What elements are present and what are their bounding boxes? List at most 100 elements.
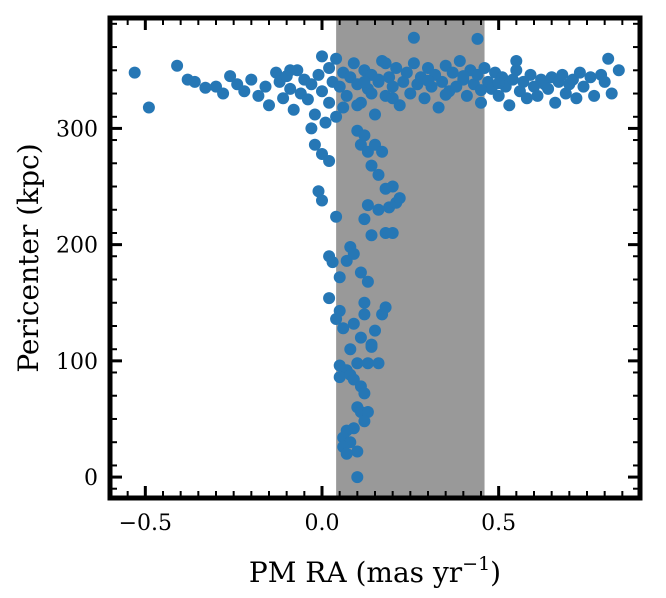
data-point (238, 85, 251, 98)
data-point (559, 87, 572, 100)
data-point (588, 89, 601, 102)
data-point (347, 317, 360, 330)
data-point (404, 87, 417, 100)
data-point (316, 194, 328, 207)
data-point (506, 73, 519, 86)
data-point (605, 87, 618, 100)
data-point (365, 229, 378, 242)
axis-ticks (110, 18, 640, 498)
data-point (372, 203, 385, 216)
data-point (351, 357, 364, 370)
data-point (457, 70, 470, 83)
data-point (263, 99, 275, 112)
x-tick-label: 0.5 (481, 511, 516, 536)
scatter-points (128, 31, 625, 484)
data-point (369, 324, 381, 337)
data-point (323, 292, 336, 305)
data-point (333, 271, 346, 284)
data-point (305, 78, 318, 91)
data-point (330, 313, 343, 325)
data-point (510, 55, 523, 67)
data-point (390, 62, 403, 74)
data-point (224, 70, 237, 83)
data-point (365, 87, 378, 100)
data-point (330, 52, 343, 65)
data-point (372, 357, 385, 370)
data-point (577, 80, 590, 93)
data-point (351, 445, 364, 458)
data-point (372, 73, 385, 86)
data-point (333, 371, 346, 384)
data-point (598, 75, 611, 88)
data-point (252, 89, 265, 102)
data-point (602, 52, 615, 65)
tick-labels: −0.5 0.0 0.5 0 100 200 300 (56, 117, 516, 536)
data-point (510, 64, 523, 77)
data-point (199, 81, 212, 94)
data-point (531, 89, 544, 102)
data-point (365, 159, 378, 172)
data-point (217, 87, 230, 100)
data-point (361, 406, 374, 418)
data-point (460, 89, 473, 102)
data-point (358, 415, 371, 428)
data-point (475, 84, 487, 97)
data-point (330, 110, 343, 123)
data-point (407, 31, 420, 44)
data-point (365, 338, 378, 351)
data-point (361, 275, 374, 288)
data-point (358, 129, 371, 142)
data-point (337, 322, 350, 335)
data-point (446, 66, 459, 79)
data-point (337, 101, 350, 114)
y-axis-label: Pericenter (kpc) (12, 143, 45, 372)
data-point (478, 62, 491, 74)
data-point (323, 155, 336, 167)
data-point (326, 256, 339, 269)
x-tick-label: −0.5 (119, 511, 172, 536)
data-point (308, 138, 321, 151)
data-point (376, 145, 389, 158)
data-point (393, 192, 406, 205)
x-axis-label-exponent: −1 (462, 553, 490, 575)
data-point (492, 89, 505, 102)
data-point (358, 308, 371, 321)
data-point (379, 57, 392, 70)
data-point (422, 74, 434, 87)
x-tick-label: 0.0 (305, 511, 340, 536)
data-point (418, 92, 431, 105)
data-point (386, 227, 399, 239)
data-point (354, 266, 367, 279)
data-point (312, 68, 325, 81)
data-point (142, 101, 155, 114)
data-point (333, 80, 346, 93)
data-point (524, 68, 537, 81)
data-point (277, 92, 290, 105)
data-point (245, 73, 258, 86)
data-point (340, 89, 353, 102)
data-point (372, 168, 385, 181)
data-point (386, 180, 399, 193)
data-point (503, 99, 516, 112)
data-point (319, 116, 332, 129)
data-point (492, 77, 505, 90)
data-point (369, 108, 381, 121)
data-point (383, 71, 396, 84)
data-point (358, 213, 371, 226)
data-point (323, 62, 336, 74)
data-point (270, 66, 283, 79)
data-point (259, 80, 272, 93)
data-point (612, 64, 625, 77)
data-point (344, 343, 357, 356)
y-tick-label: 300 (56, 117, 98, 142)
data-point (308, 108, 321, 121)
data-point (128, 66, 141, 79)
data-point (351, 99, 364, 112)
y-tick-label: 0 (84, 466, 98, 491)
data-point (361, 199, 374, 212)
data-point (316, 85, 328, 98)
data-point (340, 447, 353, 460)
data-point (358, 296, 371, 309)
data-point (453, 55, 466, 67)
x-axis-label: PM RA (mas yr−1) (249, 553, 501, 589)
